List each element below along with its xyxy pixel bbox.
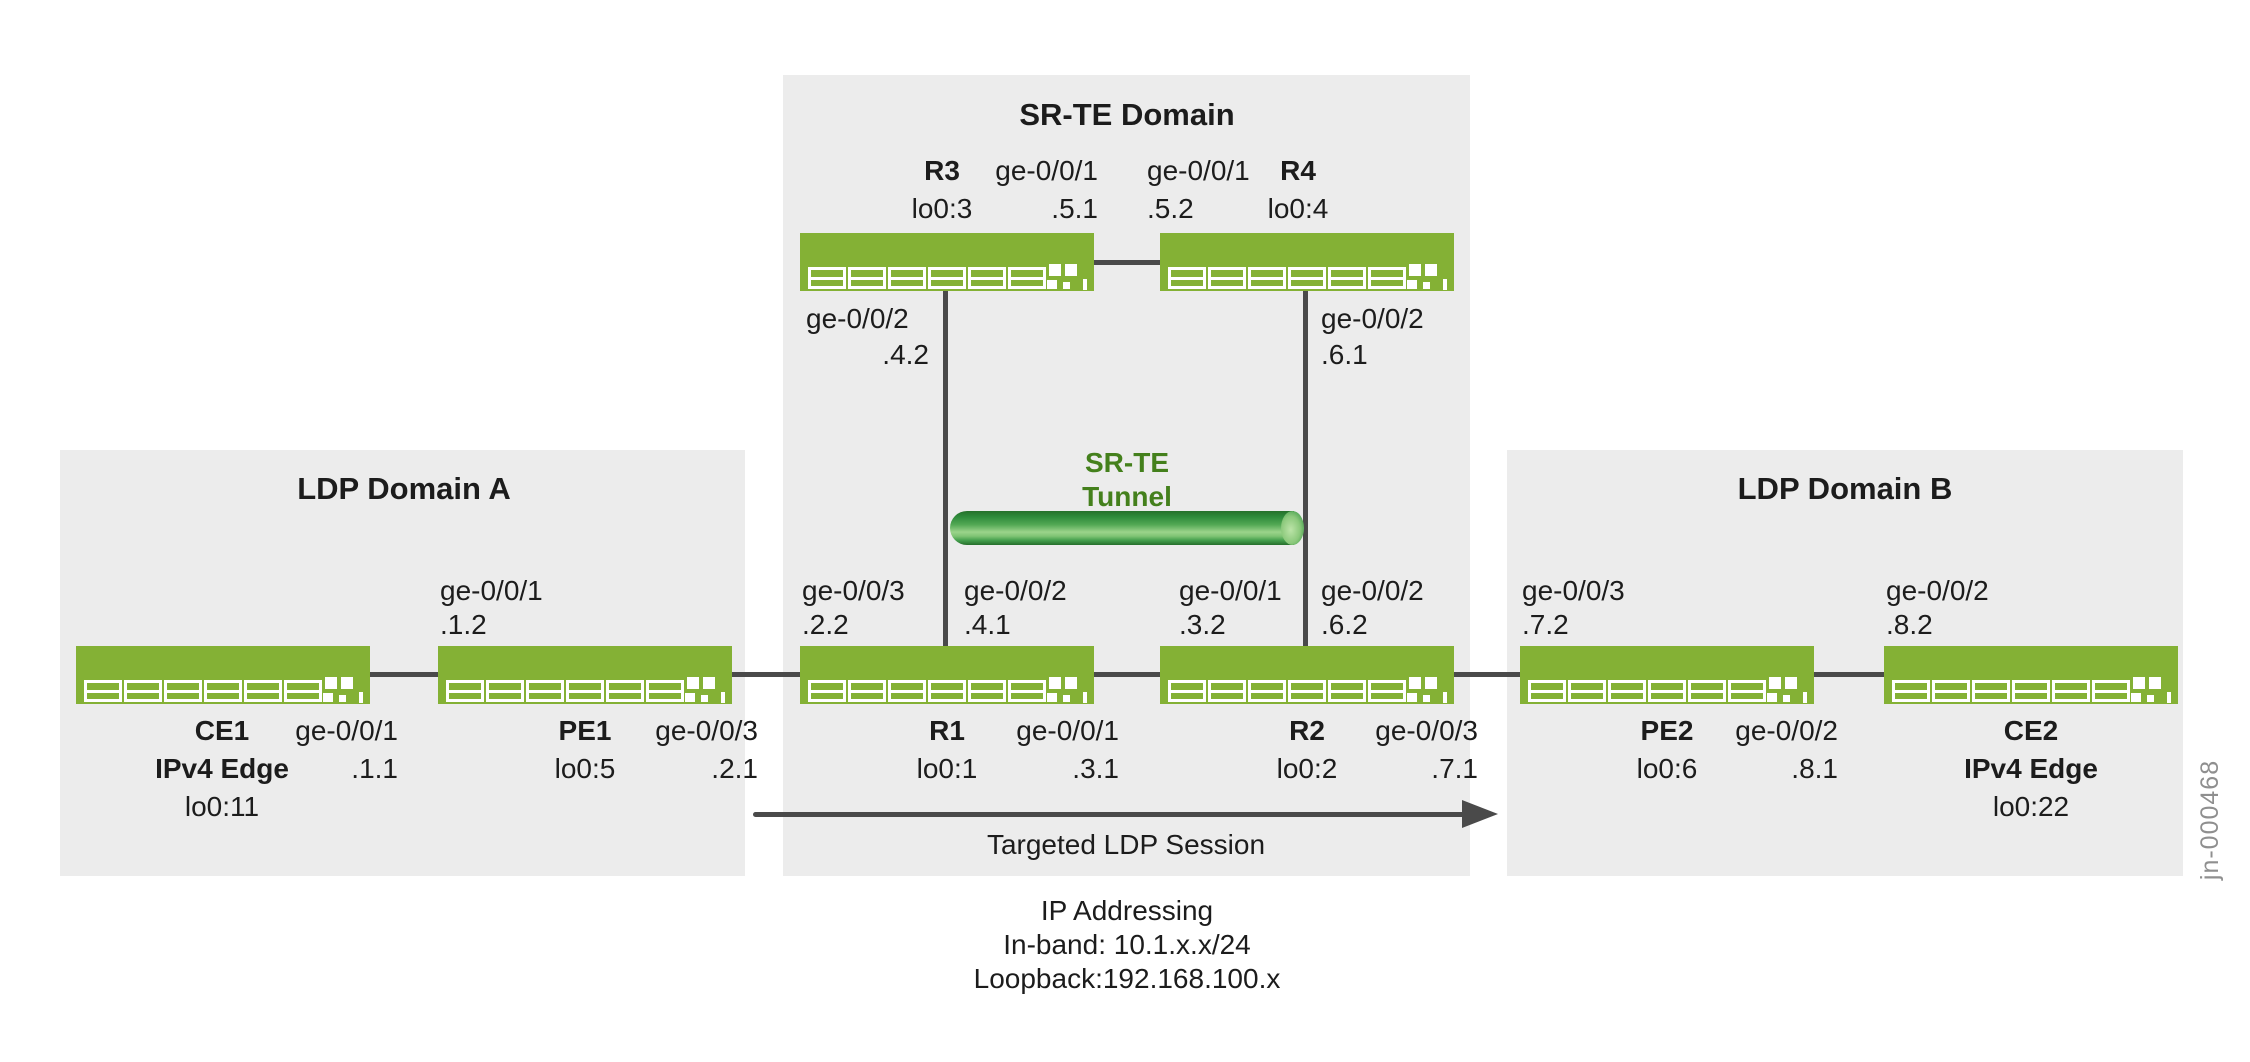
r1-ge001-addr-label: .3.1 xyxy=(1072,753,1119,784)
r4-name-label: R4 xyxy=(1280,155,1316,186)
r2-loopback-label: lo0:2 xyxy=(1276,753,1338,784)
router-ce2 xyxy=(1884,646,2178,704)
switch-icon xyxy=(76,646,370,704)
ce1-ge001-addr-label: .1.1 xyxy=(351,753,398,784)
link-r1-r2 xyxy=(1094,672,1160,677)
r4-ge002-port-label: ge-0/0/2 xyxy=(1321,303,1424,334)
r2-name-label: R2 xyxy=(1289,715,1325,746)
router-r1 xyxy=(800,646,1094,704)
ce1-role-label: IPv4 Edge xyxy=(155,753,289,784)
link-pe1-r1 xyxy=(732,672,800,677)
pe2-name-label: PE2 xyxy=(1640,715,1694,746)
router-r3 xyxy=(800,233,1094,291)
pe1-ge001-port-label: ge-0/0/1 xyxy=(440,575,543,606)
srte-tunnel-cylinder-cap xyxy=(1281,511,1304,545)
srte-domain-title: SR-TE Domain xyxy=(1019,97,1235,132)
link-r2-pe2 xyxy=(1454,672,1520,677)
link-r3-r1 xyxy=(943,291,948,646)
r2-ge003-port-label: ge-0/0/3 xyxy=(1375,715,1478,746)
r2-ge003-addr-label: .7.1 xyxy=(1431,753,1478,784)
pe2-ge003-port-label: ge-0/0/3 xyxy=(1522,575,1625,606)
ce2-ge002-port-label: ge-0/0/2 xyxy=(1886,575,1989,606)
srte-tunnel-label-line2: Tunnel xyxy=(1082,481,1172,512)
r4-ge001-port-label: ge-0/0/1 xyxy=(1147,155,1250,186)
ce2-ge002-addr-label: .8.2 xyxy=(1886,609,1933,640)
ce1-name-label: CE1 xyxy=(194,715,250,746)
pe1-name-label: PE1 xyxy=(558,715,612,746)
link-r4-r2 xyxy=(1303,291,1308,646)
link-r3-r4 xyxy=(1094,260,1160,265)
pe2-ge002-addr-label: .8.1 xyxy=(1791,753,1838,784)
pe2-ge003-addr-label: .7.2 xyxy=(1522,609,1569,640)
r3-name-label: R3 xyxy=(924,155,960,186)
switch-icon xyxy=(800,646,1094,704)
r4-ge001-addr-label: .5.2 xyxy=(1147,193,1194,224)
ce1-loopback-label: lo0:11 xyxy=(184,791,260,822)
figure-number-watermark: jn-000468 xyxy=(2196,759,2224,881)
r2-ge001-port-label: ge-0/0/1 xyxy=(1179,575,1282,606)
r4-ge002-addr-label: .6.1 xyxy=(1321,339,1368,370)
router-pe1 xyxy=(438,646,732,704)
ce2-name-label: CE2 xyxy=(2003,715,2059,746)
r1-loopback-label: lo0:1 xyxy=(916,753,978,784)
r1-ge002-port-label: ge-0/0/2 xyxy=(964,575,1067,606)
pe1-ge003-port-label: ge-0/0/3 xyxy=(655,715,758,746)
r2-ge002-port-label: ge-0/0/2 xyxy=(1321,575,1424,606)
ce2-loopback-label: lo0:22 xyxy=(1992,791,2070,822)
srte-domain-box xyxy=(783,75,1470,876)
ce1-ge001-port-label: ge-0/0/1 xyxy=(295,715,398,746)
r3-ge002-addr-label: .4.2 xyxy=(882,339,929,370)
ldp-domain-b-title: LDP Domain B xyxy=(1737,471,1953,506)
caption-inband: In-band: 10.1.x.x/24 xyxy=(1003,929,1251,960)
r3-loopback-label: lo0:3 xyxy=(911,193,973,224)
ce2-role-label: IPv4 Edge xyxy=(1964,753,2098,784)
caption-loopback: Loopback:192.168.100.x xyxy=(973,963,1281,994)
r3-ge002-port-label: ge-0/0/2 xyxy=(806,303,909,334)
pe1-ge003-addr-label: .2.1 xyxy=(711,753,758,784)
ldp-domain-a-title: LDP Domain A xyxy=(297,471,511,506)
r1-ge003-port-label: ge-0/0/3 xyxy=(802,575,905,606)
pe1-loopback-label: lo0:5 xyxy=(554,753,616,784)
switch-icon xyxy=(1160,646,1454,704)
targeted-ldp-session-arrowhead xyxy=(1462,800,1498,828)
r1-ge001-port-label: ge-0/0/1 xyxy=(1016,715,1119,746)
srte-tunnel-label-line1: SR-TE xyxy=(1085,447,1169,478)
link-pe2-ce2 xyxy=(1814,672,1884,677)
switch-icon xyxy=(1520,646,1814,704)
r1-name-label: R1 xyxy=(929,715,965,746)
router-ce1 xyxy=(76,646,370,704)
caption-ip-addressing: IP Addressing xyxy=(1040,895,1214,926)
srte-tunnel-cylinder xyxy=(950,511,1294,545)
r3-ge001-addr-label: .5.1 xyxy=(1051,193,1098,224)
switch-icon xyxy=(1160,233,1454,291)
switch-icon xyxy=(800,233,1094,291)
link-ce1-pe1 xyxy=(370,672,438,677)
pe1-ge001-addr-label: .1.2 xyxy=(440,609,487,640)
r3-ge001-port-label: ge-0/0/1 xyxy=(995,155,1098,186)
router-pe2 xyxy=(1520,646,1814,704)
r1-ge002-addr-label: .4.1 xyxy=(964,609,1011,640)
router-r4 xyxy=(1160,233,1454,291)
pe2-ge002-port-label: ge-0/0/2 xyxy=(1735,715,1838,746)
switch-icon xyxy=(438,646,732,704)
r2-ge002-addr-label: .6.2 xyxy=(1321,609,1368,640)
router-r2 xyxy=(1160,646,1454,704)
r4-loopback-label: lo0:4 xyxy=(1267,193,1329,224)
r1-ge003-addr-label: .2.2 xyxy=(802,609,849,640)
pe2-loopback-label: lo0:6 xyxy=(1636,753,1698,784)
targeted-ldp-session-label: Targeted LDP Session xyxy=(986,829,1266,860)
r2-ge001-addr-label: .3.2 xyxy=(1179,609,1226,640)
switch-icon xyxy=(1884,646,2178,704)
targeted-ldp-session-arrow-line xyxy=(753,812,1465,817)
